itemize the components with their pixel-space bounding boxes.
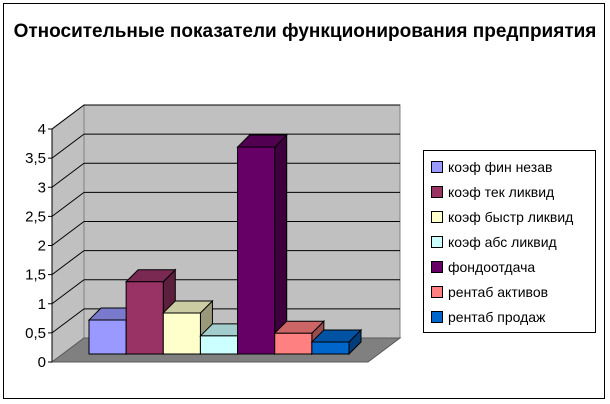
legend-swatch bbox=[431, 211, 443, 223]
gridline-side bbox=[51, 221, 85, 246]
gridline-side bbox=[51, 191, 85, 217]
legend-item: коэф абс ликвид bbox=[431, 232, 557, 252]
chart-title: Относительные показатели функционировани… bbox=[13, 21, 597, 42]
bar-6 bbox=[273, 319, 326, 356]
legend-label: коэф тек ликвид bbox=[448, 184, 555, 200]
gridline-side bbox=[51, 279, 85, 305]
legend-item: фондоотдача bbox=[431, 257, 535, 277]
legend-item: рентаб активов bbox=[431, 282, 548, 302]
legend-swatch bbox=[431, 186, 443, 198]
y-tick-label: 1 bbox=[38, 296, 46, 313]
legend-label: коэф быстр ликвид bbox=[448, 209, 574, 225]
y-tick-label: 2 bbox=[38, 238, 46, 255]
legend-label: коэф фин незав bbox=[448, 159, 553, 175]
legend-item: рентаб продаж bbox=[431, 307, 545, 327]
legend-swatch bbox=[431, 286, 443, 298]
legend-swatch bbox=[431, 261, 443, 273]
y-tick-label: 3 bbox=[38, 179, 46, 196]
legend-label: рентаб активов bbox=[448, 284, 549, 300]
gridline-side bbox=[51, 308, 85, 334]
legend: коэф фин незав коэф тек ликвид коэф быстр … bbox=[423, 150, 596, 333]
legend-swatch bbox=[431, 236, 443, 248]
y-tick-label: 2,5 bbox=[25, 208, 46, 225]
gridline-side bbox=[51, 162, 85, 188]
legend-label: фондоотдача bbox=[448, 259, 536, 275]
legend-item: коэф фин незав bbox=[431, 157, 552, 177]
gridline-side bbox=[51, 250, 85, 276]
legend-swatch bbox=[431, 311, 443, 323]
legend-swatch bbox=[431, 161, 443, 173]
gridline-side bbox=[51, 104, 85, 130]
bar-7 bbox=[310, 328, 363, 356]
y-tick-label: 3,5 bbox=[25, 150, 46, 167]
legend-label: коэф абс ликвид bbox=[448, 234, 557, 250]
legend-item: коэф быстр ликвид bbox=[431, 207, 573, 227]
y-tick-label: 4 bbox=[38, 121, 46, 138]
bar-5 bbox=[236, 133, 288, 356]
legend-item: коэф тек ликвид bbox=[431, 182, 554, 202]
legend-label: рентаб продаж bbox=[448, 309, 546, 325]
gridline-side bbox=[51, 133, 85, 159]
y-tick-label: 0,5 bbox=[25, 325, 46, 342]
y-tick-label: 1,5 bbox=[25, 267, 46, 284]
y-tick-label: 0 bbox=[38, 354, 46, 371]
